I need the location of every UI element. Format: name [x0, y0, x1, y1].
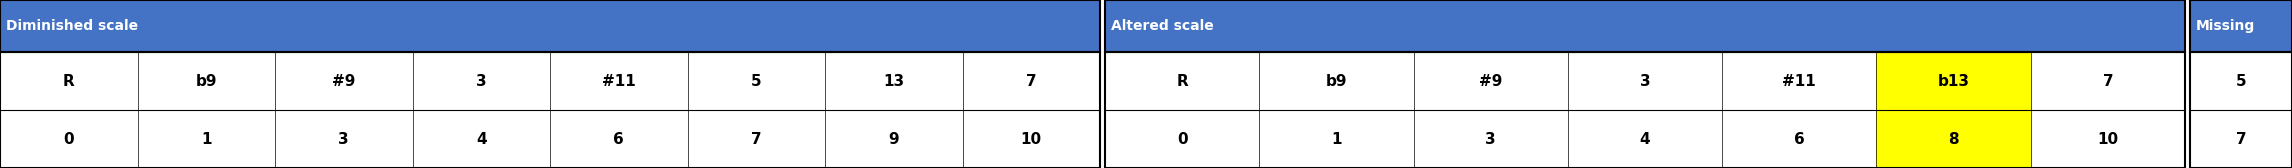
Bar — [1105, 52, 2184, 168]
Text: #11: #11 — [603, 74, 635, 89]
Bar — [0, 52, 1100, 168]
Text: Missing: Missing — [2196, 19, 2255, 33]
Text: 1: 1 — [202, 132, 211, 146]
Bar — [1105, 0, 2184, 52]
Text: 5: 5 — [752, 74, 761, 89]
Bar — [1105, 52, 2184, 168]
Text: 10: 10 — [2097, 132, 2118, 146]
Text: 0: 0 — [1176, 132, 1187, 146]
Text: #9: #9 — [332, 74, 355, 89]
Text: 7: 7 — [2235, 132, 2246, 146]
Text: Diminished scale: Diminished scale — [7, 19, 138, 33]
Text: 7: 7 — [2102, 74, 2113, 89]
Text: R: R — [62, 74, 76, 89]
Text: b13: b13 — [1937, 74, 1969, 89]
Bar — [1877, 52, 2031, 110]
Text: 3: 3 — [339, 132, 348, 146]
Bar — [1105, 0, 2184, 52]
Text: b9: b9 — [1325, 74, 1348, 89]
Text: #11: #11 — [1783, 74, 1815, 89]
Text: #9: #9 — [1478, 74, 1501, 89]
Text: 8: 8 — [1948, 132, 1960, 146]
Text: 6: 6 — [1795, 132, 1804, 146]
Text: 1: 1 — [1332, 132, 1341, 146]
Text: 0: 0 — [64, 132, 73, 146]
Text: 4: 4 — [1639, 132, 1650, 146]
Text: 6: 6 — [614, 132, 623, 146]
Text: 4: 4 — [477, 132, 486, 146]
Bar — [2189, 0, 2292, 52]
Text: 9: 9 — [889, 132, 898, 146]
Bar — [0, 52, 1100, 168]
Text: 7: 7 — [1027, 74, 1036, 89]
Text: 10: 10 — [1020, 132, 1043, 146]
Bar — [0, 0, 1100, 52]
Bar — [1877, 110, 2031, 168]
Text: b9: b9 — [195, 74, 218, 89]
Text: 7: 7 — [752, 132, 761, 146]
Text: 13: 13 — [882, 74, 905, 89]
Text: R: R — [1176, 74, 1187, 89]
Bar — [2189, 52, 2292, 168]
Text: 5: 5 — [2235, 74, 2246, 89]
Text: 3: 3 — [1485, 132, 1497, 146]
Text: Altered scale: Altered scale — [1112, 19, 1215, 33]
Bar — [2189, 0, 2292, 52]
Bar — [0, 0, 1100, 52]
Text: 3: 3 — [477, 74, 486, 89]
Bar — [2189, 52, 2292, 168]
Text: 3: 3 — [1639, 74, 1650, 89]
